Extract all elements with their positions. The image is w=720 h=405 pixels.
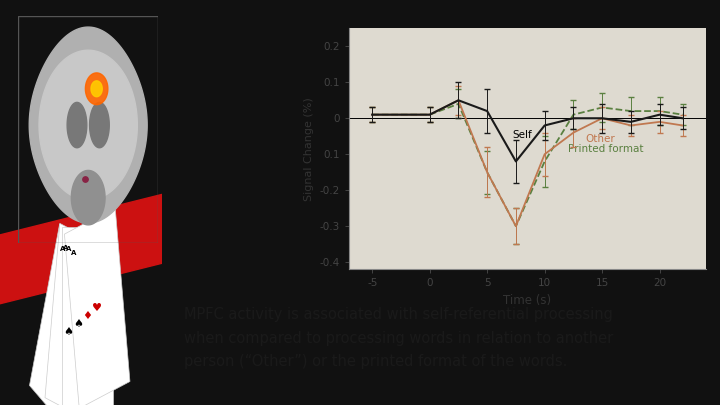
Text: ♥: ♥: [92, 303, 102, 313]
Text: Other: Other: [585, 134, 615, 144]
Text: Printed format: Printed format: [567, 145, 643, 154]
Polygon shape: [89, 102, 109, 148]
Polygon shape: [91, 81, 102, 97]
Text: Self: Self: [513, 130, 532, 140]
Text: ♠: ♠: [63, 327, 73, 337]
Text: A: A: [63, 245, 68, 251]
Polygon shape: [67, 102, 87, 148]
Text: ♠: ♠: [73, 319, 83, 329]
Polygon shape: [30, 27, 147, 223]
Bar: [45, 224, 111, 405]
Text: ♦: ♦: [83, 311, 92, 321]
Point: [80, 176, 91, 183]
Y-axis label: Signal Change (%): Signal Change (%): [305, 97, 315, 201]
Text: A: A: [60, 246, 66, 252]
Polygon shape: [71, 171, 105, 225]
Bar: [62, 227, 114, 405]
Text: A: A: [66, 246, 72, 252]
Polygon shape: [39, 50, 138, 200]
Text: A: A: [71, 250, 76, 256]
Polygon shape: [86, 73, 108, 104]
Bar: [64, 207, 130, 405]
X-axis label: Time (s): Time (s): [503, 294, 552, 307]
Polygon shape: [0, 194, 162, 304]
Bar: [30, 224, 107, 405]
Text: MPFC activity is associated with self-referential processing
when compared to pr: MPFC activity is associated with self-re…: [184, 307, 613, 369]
